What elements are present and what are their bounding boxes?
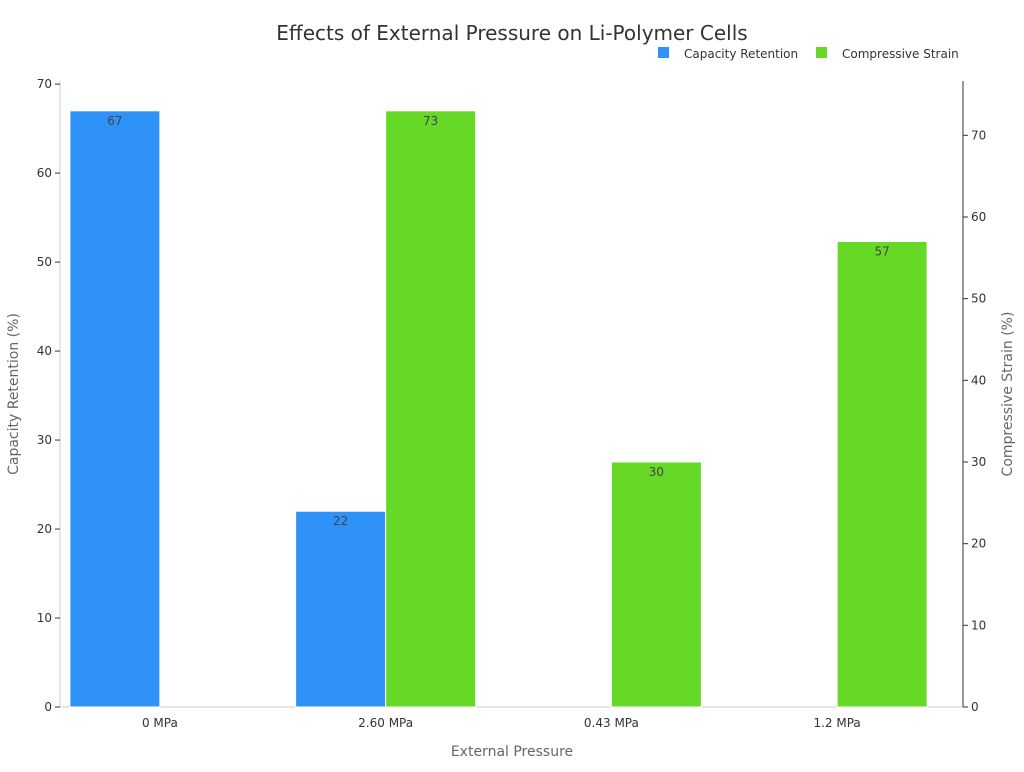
bar-compressive-strain	[385, 110, 477, 708]
y-tick-label: 30	[37, 433, 52, 447]
y-tick-label: 40	[37, 344, 52, 358]
data-label: 22	[333, 514, 348, 528]
legend-label: Compressive Strain	[842, 47, 959, 61]
x-tick-label: 2.60 MPa	[358, 716, 413, 730]
bar-compressive-strain	[610, 461, 702, 708]
x-tick-label: 1.2 MPa	[813, 716, 860, 730]
y-tick-label: 70	[37, 77, 52, 91]
data-label: 67	[107, 114, 122, 128]
y2-tick-label: 70	[971, 128, 986, 142]
legend: Capacity Retention Compressive Strain	[658, 47, 959, 61]
legend-label: Capacity Retention	[684, 47, 798, 61]
data-label: 30	[649, 465, 664, 479]
data-label: 73	[423, 114, 438, 128]
y2-tick-label: 40	[971, 373, 986, 387]
x-axis-label: External Pressure	[451, 744, 573, 760]
chart-title: Effects of External Pressure on Li-Polym…	[276, 21, 747, 45]
y-tick-label: 10	[37, 611, 52, 625]
y2-axis-label: Compressive Strain (%)	[1000, 312, 1016, 477]
y2-tick-label: 20	[971, 537, 986, 551]
y2-tick-label: 0	[971, 700, 979, 714]
y2-tick-label: 10	[971, 618, 986, 632]
x-tick-label: 0.43 MPa	[584, 716, 639, 730]
y-tick-label: 20	[37, 522, 52, 536]
y-tick-label: 60	[37, 166, 52, 180]
y-tick-label: 0	[44, 700, 52, 714]
y-axis-label: Capacity Retention (%)	[6, 313, 22, 475]
y-tick-label: 50	[37, 255, 52, 269]
y2-tick-label: 50	[971, 292, 986, 306]
y2-tick-label: 30	[971, 455, 986, 469]
bar-capacity-retention	[69, 110, 161, 708]
bar-compressive-strain	[836, 240, 928, 708]
bar-capacity-retention	[295, 510, 387, 708]
legend-swatch	[816, 47, 827, 58]
x-tick-label: 0 MPa	[142, 716, 178, 730]
data-label: 57	[874, 244, 889, 258]
legend-swatch	[658, 47, 669, 58]
y2-tick-label: 60	[971, 210, 986, 224]
